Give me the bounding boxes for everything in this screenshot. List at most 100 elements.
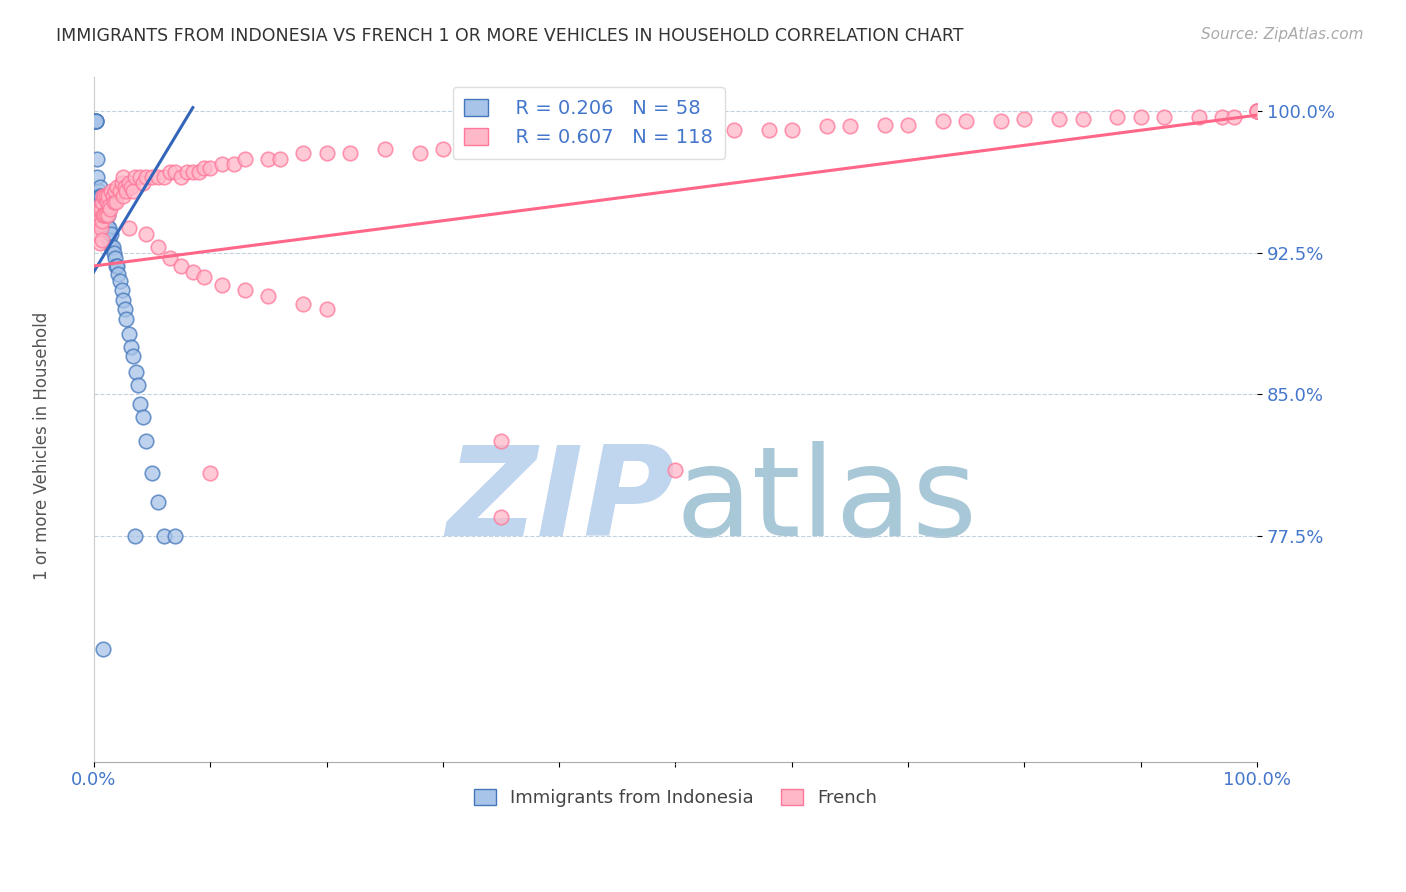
Point [1047, 112, 1070, 126]
Point [90, 189, 112, 203]
Point [932, 113, 955, 128]
Point [94, 227, 117, 241]
Point [105, 259, 128, 273]
Point [90, 221, 112, 235]
Point [489, 138, 512, 153]
Point [200, 161, 222, 175]
Point [93, 202, 115, 217]
Point [83, 113, 105, 128]
Point [91, 199, 114, 213]
Point [193, 270, 215, 285]
Point [98, 221, 121, 235]
Point [118, 221, 141, 235]
Point [141, 170, 163, 185]
Point [91, 218, 114, 232]
Point [233, 152, 256, 166]
Point [91, 208, 114, 222]
Point [1246, 104, 1268, 119]
Point [100, 227, 122, 241]
Point [990, 113, 1012, 128]
Point [1153, 110, 1175, 124]
Point [87, 184, 110, 198]
Point [111, 170, 134, 185]
Text: Source: ZipAtlas.com: Source: ZipAtlas.com [1201, 27, 1364, 42]
Point [1129, 110, 1152, 124]
Point [269, 152, 291, 166]
Point [108, 274, 131, 288]
Text: ZIP: ZIP [447, 442, 675, 562]
Point [292, 145, 315, 160]
Point [292, 296, 315, 310]
Point [548, 133, 571, 147]
Point [146, 494, 169, 508]
Point [780, 123, 803, 137]
Point [111, 176, 134, 190]
Point [955, 113, 977, 128]
Point [114, 302, 136, 317]
Point [1107, 110, 1129, 124]
Point [98, 233, 121, 247]
Point [103, 194, 125, 209]
Point [91, 199, 114, 213]
Point [132, 409, 155, 424]
Point [211, 277, 233, 292]
Point [489, 434, 512, 449]
Point [873, 118, 896, 132]
Point [408, 145, 430, 160]
Point [89, 189, 111, 203]
Point [91, 218, 114, 232]
Point [257, 152, 280, 166]
Point [93, 213, 115, 227]
Point [583, 133, 606, 147]
Point [100, 240, 122, 254]
Point [165, 164, 187, 178]
Point [187, 164, 209, 178]
Point [339, 145, 361, 160]
Point [100, 184, 122, 198]
Text: atlas: atlas [675, 442, 977, 562]
Point [125, 365, 148, 379]
Point [132, 176, 155, 190]
Point [93, 208, 115, 222]
Point [120, 340, 142, 354]
Point [124, 170, 146, 185]
Point [897, 118, 920, 132]
Point [91, 213, 114, 227]
Point [94, 208, 117, 222]
Point [86, 152, 108, 166]
Point [98, 199, 121, 213]
Point [111, 284, 134, 298]
Point [1246, 104, 1268, 119]
Legend: Immigrants from Indonesia, French: Immigrants from Indonesia, French [467, 781, 884, 814]
Point [222, 157, 245, 171]
Point [94, 208, 117, 222]
Point [664, 462, 686, 476]
Point [758, 123, 780, 137]
Point [93, 189, 115, 203]
Point [135, 434, 157, 449]
Point [83, 113, 105, 128]
Point [664, 127, 686, 141]
Point [91, 194, 114, 209]
Point [103, 245, 125, 260]
Point [84, 113, 107, 128]
Point [159, 252, 181, 266]
Point [176, 164, 198, 178]
Point [432, 142, 454, 156]
Point [97, 221, 120, 235]
Point [120, 179, 142, 194]
Text: IMMIGRANTS FROM INDONESIA VS FRENCH 1 OR MORE VEHICLES IN HOUSEHOLD CORRELATION : IMMIGRANTS FROM INDONESIA VS FRENCH 1 OR… [56, 27, 963, 45]
Point [108, 184, 131, 198]
Point [524, 133, 547, 147]
Point [86, 208, 108, 222]
Point [181, 164, 204, 178]
Point [87, 189, 110, 203]
Point [723, 123, 745, 137]
Point [107, 267, 129, 281]
Point [114, 179, 136, 194]
Point [84, 113, 107, 128]
Point [87, 213, 110, 227]
Point [91, 208, 114, 222]
Point [86, 227, 108, 241]
Point [94, 218, 117, 232]
